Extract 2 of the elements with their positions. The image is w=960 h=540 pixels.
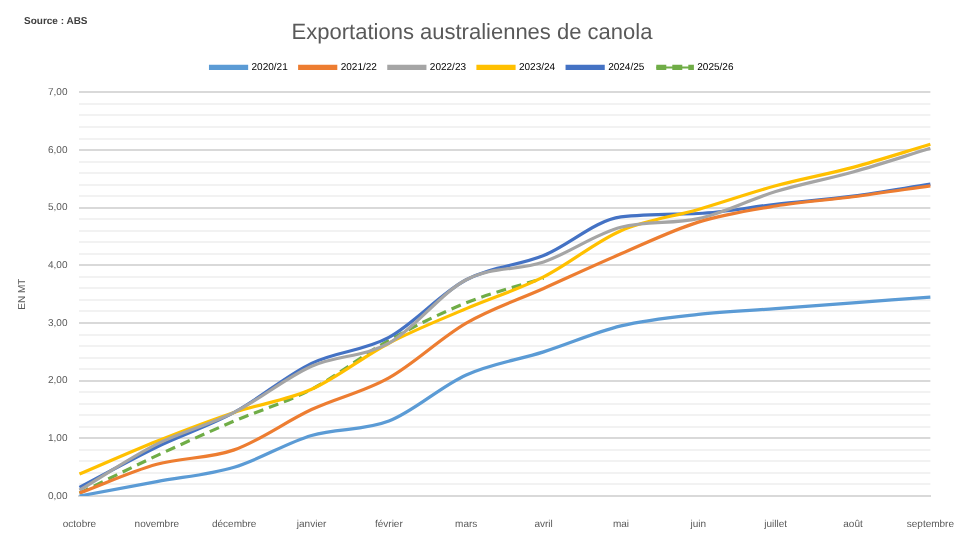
chart-title: Exportations australiennes de canola: [291, 21, 655, 46]
line-series: [77, 295, 932, 496]
